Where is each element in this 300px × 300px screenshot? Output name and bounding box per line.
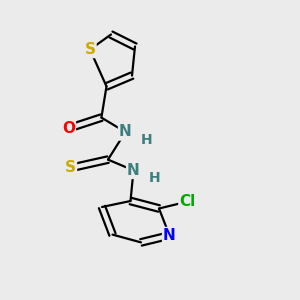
Text: N: N [163, 228, 176, 243]
Text: H: H [149, 171, 160, 184]
Text: N: N [127, 163, 140, 178]
Text: O: O [62, 121, 75, 136]
Text: H: H [141, 133, 152, 146]
Text: S: S [65, 160, 76, 175]
Text: S: S [85, 42, 95, 57]
Text: N: N [119, 124, 132, 140]
Text: Cl: Cl [179, 194, 196, 209]
